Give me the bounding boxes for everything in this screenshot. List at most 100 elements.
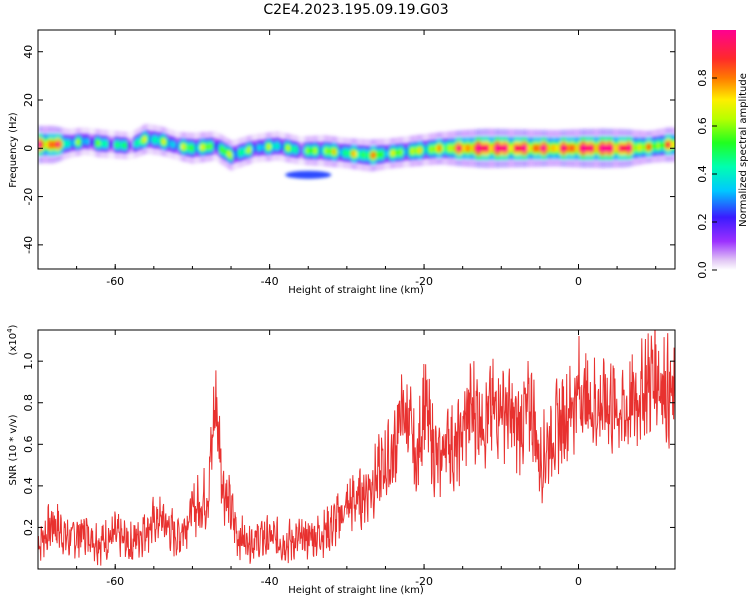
colorbar: 0.0 0.2 0.4 0.6 0.8 Normalized spectral ampl…	[696, 30, 749, 279]
spectrogram-band	[38, 123, 675, 172]
spectrogram-cell	[432, 145, 436, 152]
spectrogram-cell	[227, 151, 231, 157]
spectrogram-cell	[521, 144, 526, 152]
spectrogram-cell	[613, 144, 617, 152]
spectrogram-cell	[313, 147, 317, 154]
spectrogram-cell	[627, 144, 631, 152]
x-tick-label: -20	[415, 575, 433, 588]
spectrogram-cell	[575, 144, 580, 152]
spectrogram-panel: -60 -40 -20 0 -40 -20 0 20 40 Height of straigh…	[8, 29, 676, 296]
spectrogram-cell	[551, 144, 555, 152]
spectrogram-cell	[189, 145, 193, 151]
spectrogram-cell	[208, 143, 212, 150]
spectrogram-cell	[448, 145, 453, 152]
spectrogram-cell	[605, 144, 609, 152]
spectrogram-cell	[367, 152, 371, 159]
spectrogram-cell	[186, 144, 190, 151]
spectrogram-cell	[570, 144, 574, 152]
spectrogram-cell	[183, 144, 188, 150]
spectrogram-cell	[237, 150, 242, 156]
spectrogram-cell	[300, 148, 304, 154]
spectrogram-cell	[340, 149, 344, 156]
spectrogram-cell	[405, 148, 409, 155]
spectrogram-cell	[500, 144, 504, 152]
spectrogram-cell	[481, 144, 485, 152]
spectrogram-cell	[510, 144, 515, 152]
spectrogram-cell	[362, 151, 366, 158]
snr-frame	[37, 329, 676, 570]
spectrogram-cell	[348, 150, 353, 157]
x-tick-label: 0	[575, 575, 582, 588]
spectrogram-cell	[73, 139, 77, 146]
spectrogram-cell	[324, 148, 328, 154]
y-tick-label: 0.4	[22, 477, 35, 495]
spectrogram-cell	[135, 140, 139, 146]
spectrogram-cell	[129, 143, 134, 149]
spectrogram-cell	[589, 144, 593, 152]
spectrogram-cell	[437, 145, 442, 152]
spectrogram-cell	[608, 144, 612, 152]
spectrogram-cell	[127, 143, 131, 149]
spectrogram-cell	[354, 151, 358, 157]
spectrogram-cell	[621, 144, 626, 152]
spectrogram-cell	[305, 147, 309, 154]
x-tick-label: -60	[106, 575, 124, 588]
spectrogram-cell	[654, 143, 658, 150]
spectrogram-cell	[646, 144, 650, 151]
figure-title: C2E4.2023.195.09.19.G03	[263, 2, 448, 18]
spectrogram-cell	[462, 144, 466, 152]
spectrogram-cell	[181, 144, 185, 150]
spectrogram-cell	[578, 144, 582, 152]
spectrogram-cell	[629, 144, 634, 152]
spectrogram-cell	[456, 144, 461, 152]
spectrogram-cell	[156, 137, 161, 144]
spectrogram-cell	[221, 147, 226, 154]
spectrogram-cell	[513, 144, 517, 152]
spectrogram-cell	[662, 141, 666, 149]
spectrogram-cell	[375, 151, 380, 158]
spectrogram-y-label: Frequency (Hz)	[8, 112, 19, 188]
spectrogram-cell	[100, 140, 104, 147]
spectrogram-cell	[48, 141, 53, 149]
spectrogram-cell	[535, 144, 539, 152]
spectrogram-x-label: Height of straight line (km)	[288, 285, 424, 296]
snr-y-multiplier: (x104)	[6, 324, 19, 355]
spectrogram-cell	[224, 149, 228, 156]
spectrogram-cell	[310, 147, 315, 154]
spectrogram-cell	[81, 138, 85, 144]
spectrogram-cell	[546, 144, 550, 152]
spectrogram-cell	[616, 144, 620, 152]
spectrogram-cell	[378, 151, 382, 158]
spectrogram-cell	[286, 145, 290, 151]
spectrogram-cell	[248, 146, 253, 153]
spectrogram-cell	[351, 150, 355, 157]
spectrogram-cell	[46, 141, 50, 149]
spectrogram-cell	[364, 152, 369, 159]
spectrogram-cell	[446, 145, 450, 152]
spectrogram-cell	[508, 144, 512, 152]
colorbar-tick-label: 0.4	[696, 165, 709, 183]
spectrogram-x-ticks: -60 -40 -20 0	[37, 30, 657, 288]
spectrogram-y-ticks: -40 -20 0 20 40	[22, 45, 675, 254]
spectrogram-cell	[413, 147, 417, 154]
spectrogram-cell	[483, 144, 488, 152]
spectrogram-cell	[473, 144, 477, 152]
spectrogram-cell	[289, 145, 293, 152]
spectrogram-cell	[110, 141, 115, 148]
spectrogram-cell	[78, 139, 82, 145]
spectrogram-cell	[210, 143, 215, 149]
spectrogram-cell	[254, 145, 258, 151]
spectrogram-cell	[370, 152, 374, 159]
spectrogram-cell	[335, 149, 339, 155]
spectrogram-cell	[543, 144, 547, 152]
spectrogram-cell	[386, 150, 390, 157]
spectrogram-cell	[381, 151, 385, 158]
spectrogram-cell	[343, 150, 347, 156]
spectrogram-cell	[651, 143, 655, 150]
y-tick-label: 20	[22, 93, 35, 107]
spectrogram-cell	[397, 149, 401, 156]
spectrogram-cell	[664, 141, 669, 148]
spectrogram-cell	[173, 142, 177, 148]
spectrogram-cell	[454, 145, 458, 152]
